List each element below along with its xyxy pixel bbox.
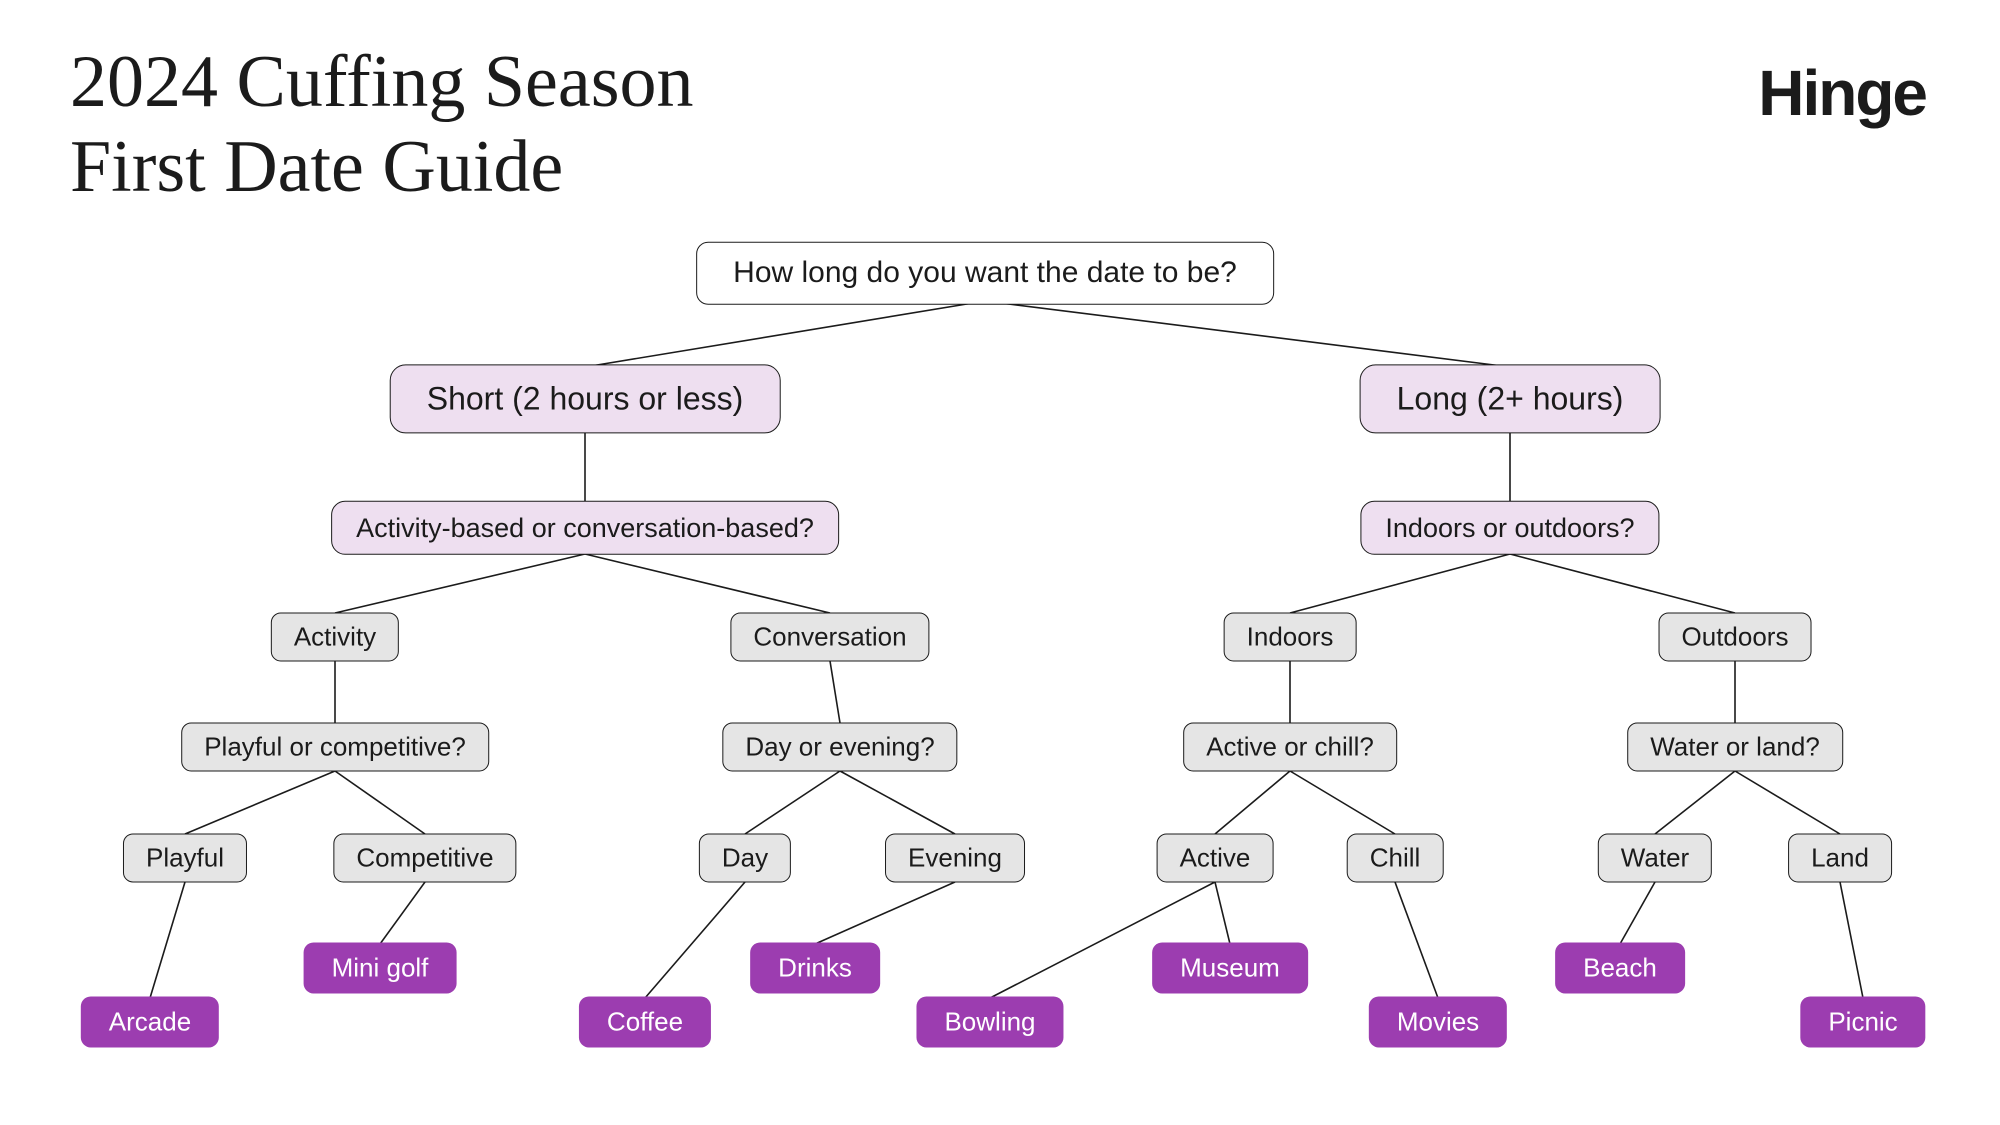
node-picnic: Picnic <box>1800 996 1925 1047</box>
node-competitive: Competitive <box>333 833 516 882</box>
node-conversation: Conversation <box>730 612 929 661</box>
edge-chill-movies <box>1395 882 1438 998</box>
edge-q-act-conv-conversation <box>585 554 830 613</box>
node-long: Long (2+ hours) <box>1360 364 1661 433</box>
edge-day-coffee <box>645 882 745 998</box>
node-q-day-eve: Day or evening? <box>722 722 957 771</box>
edge-water-beach <box>1620 882 1655 944</box>
edge-evening-drinks <box>815 882 955 944</box>
edge-conversation-q-day-eve <box>830 661 840 723</box>
edge-q-in-out-indoors <box>1290 554 1510 613</box>
edge-q-in-out-outdoors <box>1510 554 1735 613</box>
node-q-play-comp: Playful or competitive? <box>181 722 489 771</box>
edge-playful-arcade <box>150 882 185 998</box>
node-q-in-out: Indoors or outdoors? <box>1360 501 1659 555</box>
node-q-act-chill: Active or chill? <box>1183 722 1397 771</box>
edge-q-act-chill-active <box>1215 771 1290 834</box>
node-minigolf: Mini golf <box>304 942 457 993</box>
node-activity: Activity <box>271 612 399 661</box>
node-day: Day <box>699 833 791 882</box>
node-movies: Movies <box>1369 996 1507 1047</box>
node-chill: Chill <box>1347 833 1444 882</box>
edge-q-day-eve-day <box>745 771 840 834</box>
edge-q-play-comp-competitive <box>335 771 425 834</box>
node-q-water-land: Water or land? <box>1627 722 1843 771</box>
edge-root-long <box>985 301 1510 367</box>
node-indoors: Indoors <box>1224 612 1357 661</box>
tree-edges-svg <box>0 0 2000 1125</box>
node-active: Active <box>1157 833 1274 882</box>
node-coffee: Coffee <box>579 996 711 1047</box>
edge-q-day-eve-evening <box>840 771 955 834</box>
edge-root-short <box>585 301 985 367</box>
node-water: Water <box>1598 833 1712 882</box>
edge-competitive-minigolf <box>380 882 425 944</box>
node-bowling: Bowling <box>916 996 1063 1047</box>
node-playful: Playful <box>123 833 247 882</box>
node-arcade: Arcade <box>81 996 219 1047</box>
node-land: Land <box>1788 833 1892 882</box>
node-drinks: Drinks <box>750 942 880 993</box>
edge-q-water-land-land <box>1735 771 1840 834</box>
node-evening: Evening <box>885 833 1025 882</box>
edge-active-museum <box>1215 882 1230 944</box>
edge-q-water-land-water <box>1655 771 1735 834</box>
node-beach: Beach <box>1555 942 1685 993</box>
node-root: How long do you want the date to be? <box>696 242 1274 305</box>
edge-q-act-conv-activity <box>335 554 585 613</box>
node-museum: Museum <box>1152 942 1308 993</box>
edge-land-picnic <box>1840 882 1863 998</box>
node-outdoors: Outdoors <box>1659 612 1812 661</box>
node-q-act-conv: Activity-based or conversation-based? <box>331 501 839 555</box>
edge-q-act-chill-chill <box>1290 771 1395 834</box>
node-short: Short (2 hours or less) <box>390 364 781 433</box>
edge-q-play-comp-playful <box>185 771 335 834</box>
